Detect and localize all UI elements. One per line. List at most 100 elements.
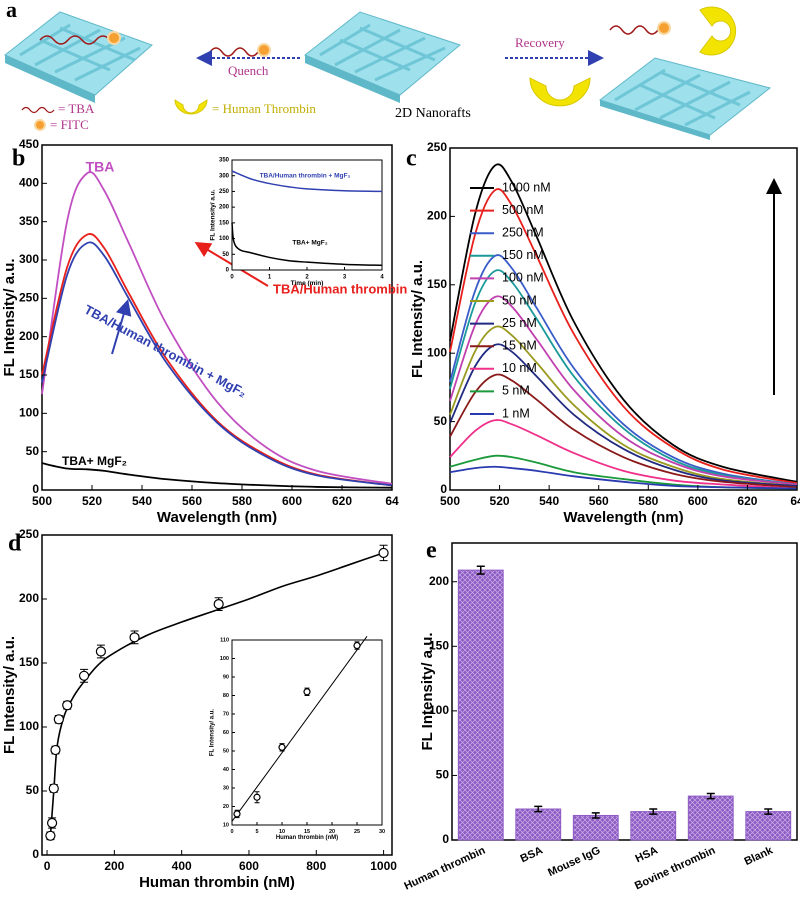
y-tick-label: 90 <box>223 674 229 680</box>
y-tick-label: 100 <box>19 719 39 733</box>
y-tick-label: 200 <box>19 591 39 605</box>
key-thrombin <box>174 99 208 115</box>
data-point <box>253 793 261 801</box>
fit-line <box>49 552 384 836</box>
legend-label: 1000 nM <box>502 180 551 194</box>
y-tick-label: 100 <box>427 345 447 359</box>
x-axis-title: Wavelength (nm) <box>563 509 683 526</box>
fitc <box>657 21 671 35</box>
x-tick-label: 1 <box>268 274 272 280</box>
nanoraft-left <box>4 11 153 103</box>
y-tick-label: 50 <box>223 748 229 754</box>
x-tick-label: 64 <box>385 494 399 508</box>
x-axis-title: Time (min) <box>291 280 324 287</box>
series-line <box>41 233 393 487</box>
nanoraft-middle <box>304 11 462 103</box>
series-label: TBA/Human thrombin <box>273 281 407 296</box>
legend-label: 100 nM <box>502 271 544 285</box>
y-tick-label: 50 <box>434 414 448 428</box>
y-tick-label: 150 <box>429 638 449 652</box>
error-bar <box>591 812 600 819</box>
key-thrombin-label: = Human Thrombin <box>212 101 316 116</box>
x-tick-label: 25 <box>354 829 360 835</box>
data-point <box>62 700 73 711</box>
bar <box>572 814 619 841</box>
y-tick-label: 50 <box>436 768 450 782</box>
y-tick-label: 50 <box>26 444 40 458</box>
y-tick-label: 200 <box>219 205 230 211</box>
y-tick-label: 70 <box>223 711 229 717</box>
series-line <box>449 373 798 489</box>
y-tick-label: 200 <box>19 329 39 343</box>
series-line <box>231 222 383 267</box>
x-tick-label: 2 <box>305 274 309 280</box>
y-tick-label: 150 <box>219 220 230 226</box>
y-tick-label: 300 <box>219 173 230 179</box>
y-tick-label: 0 <box>442 832 449 846</box>
y-axis-title: FL Intensity/ a.u. <box>419 632 436 750</box>
x-tick-label: 580 <box>232 494 252 508</box>
legend-label: 150 nM <box>502 248 544 262</box>
x-tick-label: Blank <box>743 844 776 868</box>
x-tick-label: 400 <box>172 859 192 873</box>
series-line <box>41 171 393 485</box>
y-tick-label: 100 <box>220 656 229 662</box>
annotation-arrow <box>111 299 132 355</box>
y-axis-title: FL Intensity/ a.u. <box>210 709 216 757</box>
bar <box>745 811 792 841</box>
legend-label: 250 nM <box>502 225 544 239</box>
key-fitc-label: = FITC <box>50 117 89 132</box>
plot-frame <box>41 534 393 856</box>
chart-panel: TBA/Human thrombin + MgF₂ TBA+ MgF₂ 0 50 100… <box>210 158 385 288</box>
bar <box>687 795 734 841</box>
x-tick-label: 30 <box>379 829 385 835</box>
y-tick-label: 100 <box>19 406 39 420</box>
x-tick-label: 540 <box>539 494 559 508</box>
x-tick-label: 520 <box>82 494 102 508</box>
y-tick-label: 150 <box>19 367 39 381</box>
key-tba-label: = TBA <box>58 101 95 116</box>
data-point <box>78 670 90 681</box>
legend-label: 5 nM <box>502 384 530 398</box>
series-label: TBA <box>86 159 115 175</box>
bar <box>630 811 677 841</box>
recovery-label: Recovery <box>515 35 565 50</box>
data-point <box>378 547 389 559</box>
y-tick-label: 250 <box>427 140 447 154</box>
series-line <box>41 241 393 487</box>
y-tick-label: 30 <box>223 785 229 791</box>
y-axis-title: FL Intensity/ a.u. <box>1 258 18 376</box>
data-point <box>50 744 61 756</box>
panel-label: a <box>6 0 17 22</box>
key-tba <box>21 106 55 114</box>
panel-label: e <box>426 538 437 564</box>
y-tick-label: 250 <box>19 291 39 305</box>
x-tick-label: 4 <box>380 274 384 280</box>
y-tick-label: 350 <box>19 214 39 228</box>
x-tick-label: 64 <box>790 494 800 508</box>
x-tick-label: 600 <box>282 494 302 508</box>
x-tick-label: 600 <box>688 494 708 508</box>
y-tick-label: 200 <box>427 209 447 223</box>
y-tick-label: 0 <box>32 482 39 496</box>
x-tick-label: 500 <box>32 494 52 508</box>
plot-frame <box>451 542 798 841</box>
series-label: TBA+ MgF₂ <box>292 240 327 247</box>
y-axis-title: FL Intensity/ a.u. <box>1 636 18 754</box>
y-axis-title: FL Intensity/ a.u. <box>409 260 426 378</box>
x-tick-label: 0 <box>230 274 234 280</box>
tba-strand <box>609 25 659 35</box>
y-tick-label: 300 <box>19 252 39 266</box>
bar <box>515 808 562 841</box>
chart-panel: 1000 nM 500 nM 250 nM 150 nM 100 nM 50 nM 25 n… <box>406 140 800 526</box>
error-bar <box>706 792 715 800</box>
x-tick-label: 0 <box>230 829 233 835</box>
data-point <box>95 646 106 657</box>
x-axis-title: Human thrombin (nM) <box>276 835 338 841</box>
error-bar <box>649 808 658 815</box>
x-tick-label: 1000 <box>370 859 397 873</box>
x-tick-label: 620 <box>332 494 352 508</box>
y-tick-label: 20 <box>223 804 229 810</box>
